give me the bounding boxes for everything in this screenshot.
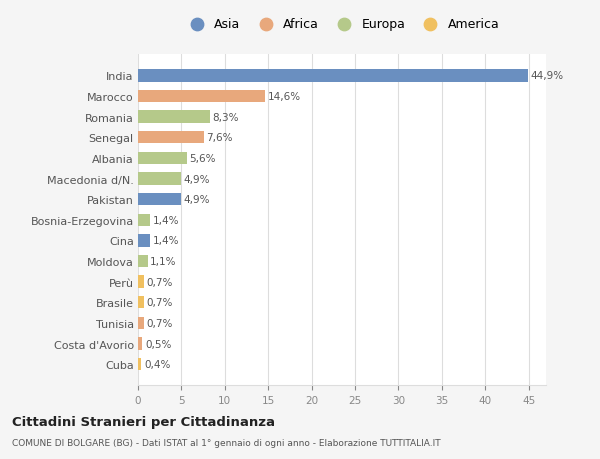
- Text: 8,3%: 8,3%: [212, 112, 239, 123]
- Bar: [138, 111, 210, 123]
- Bar: [138, 70, 528, 83]
- Bar: [138, 235, 150, 247]
- Bar: [138, 173, 181, 185]
- Bar: [138, 214, 150, 226]
- Text: Cittadini Stranieri per Cittadinanza: Cittadini Stranieri per Cittadinanza: [12, 415, 275, 428]
- Text: 0,7%: 0,7%: [146, 297, 173, 308]
- Text: 7,6%: 7,6%: [206, 133, 233, 143]
- Bar: [138, 152, 187, 165]
- Bar: [138, 276, 144, 288]
- Bar: [138, 297, 144, 309]
- Bar: [138, 132, 204, 144]
- Text: 1,4%: 1,4%: [153, 236, 179, 246]
- Bar: [138, 91, 265, 103]
- Text: 0,4%: 0,4%: [144, 359, 170, 369]
- Bar: [138, 358, 142, 370]
- Text: COMUNE DI BOLGARE (BG) - Dati ISTAT al 1° gennaio di ogni anno - Elaborazione TU: COMUNE DI BOLGARE (BG) - Dati ISTAT al 1…: [12, 438, 440, 448]
- Text: 4,9%: 4,9%: [183, 174, 209, 184]
- Text: 0,7%: 0,7%: [146, 318, 173, 328]
- Legend: Asia, Africa, Europa, America: Asia, Africa, Europa, America: [184, 18, 500, 31]
- Text: 14,6%: 14,6%: [268, 92, 301, 102]
- Text: 0,7%: 0,7%: [146, 277, 173, 287]
- Text: 0,5%: 0,5%: [145, 339, 172, 349]
- Bar: [138, 194, 181, 206]
- Text: 5,6%: 5,6%: [189, 154, 216, 163]
- Text: 4,9%: 4,9%: [183, 195, 209, 205]
- Bar: [138, 338, 142, 350]
- Bar: [138, 255, 148, 268]
- Bar: [138, 317, 144, 330]
- Text: 1,1%: 1,1%: [150, 257, 176, 267]
- Text: 44,9%: 44,9%: [530, 71, 563, 81]
- Text: 1,4%: 1,4%: [153, 215, 179, 225]
